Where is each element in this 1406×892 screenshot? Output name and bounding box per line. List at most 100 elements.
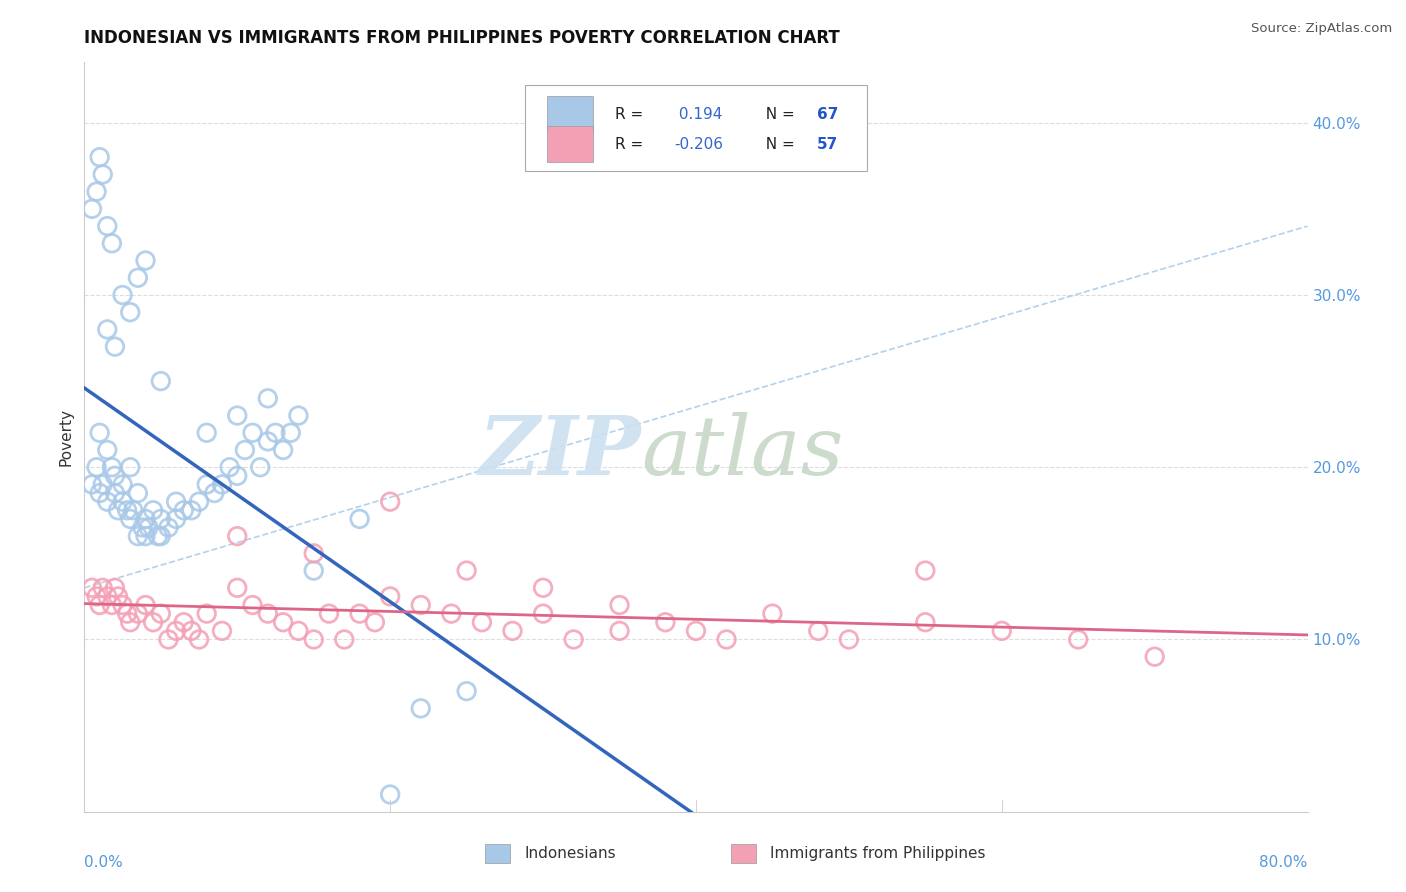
Point (101, 236, 124, 251)
Point (349, 607, 371, 621)
Text: INDONESIAN VS IMMIGRANTS FROM PHILIPPINES POVERTY CORRELATION CHART: INDONESIAN VS IMMIGRANTS FROM PHILIPPINE… (84, 29, 841, 47)
Point (111, 288, 134, 302)
Point (122, 503, 145, 517)
Text: 0.0%: 0.0% (84, 855, 124, 870)
Point (86, 185, 108, 199)
Point (165, 624, 187, 638)
Point (226, 581, 249, 595)
Text: atlas: atlas (641, 412, 844, 492)
Point (914, 615, 936, 630)
Point (264, 425, 287, 440)
Point (149, 374, 172, 388)
Point (409, 701, 432, 715)
Point (135, 529, 157, 543)
Point (101, 598, 124, 612)
Point (149, 607, 172, 621)
Text: 67: 67 (817, 107, 838, 121)
Point (280, 425, 302, 440)
Point (180, 624, 202, 638)
Point (127, 270, 149, 285)
Point (135, 598, 157, 612)
Point (135, 512, 157, 526)
Point (115, 607, 138, 621)
Point (146, 529, 169, 543)
Point (120, 615, 142, 630)
Point (111, 598, 134, 612)
Point (86, 590, 108, 604)
Point (91, 168, 114, 182)
Point (195, 425, 218, 440)
Point (302, 564, 325, 578)
Point (456, 564, 478, 578)
Point (165, 512, 187, 526)
Text: N =: N = (756, 136, 800, 152)
Point (165, 494, 187, 508)
Point (271, 442, 294, 457)
Point (188, 632, 211, 647)
Point (80, 202, 103, 216)
Point (562, 632, 585, 647)
Text: R =: R = (616, 107, 648, 121)
Point (716, 632, 738, 647)
Point (127, 607, 149, 621)
Point (120, 305, 142, 319)
Point (142, 615, 165, 630)
Point (502, 624, 524, 638)
Point (180, 503, 202, 517)
Point (89, 598, 111, 612)
Point (287, 409, 309, 423)
Y-axis label: Poverty: Poverty (58, 408, 73, 467)
Point (211, 624, 233, 638)
Point (149, 512, 172, 526)
Point (1067, 632, 1090, 647)
Point (807, 624, 830, 638)
Point (138, 520, 160, 534)
Point (249, 460, 271, 475)
Text: -0.206: -0.206 (673, 136, 723, 152)
Point (364, 615, 387, 630)
Point (609, 598, 631, 612)
Point (242, 598, 264, 612)
Point (456, 684, 478, 698)
FancyBboxPatch shape (547, 96, 593, 132)
Point (380, 788, 402, 802)
Point (531, 607, 554, 621)
Point (226, 468, 249, 483)
Point (195, 607, 218, 621)
Text: 80.0%: 80.0% (1260, 855, 1308, 870)
Point (89, 150, 111, 164)
Point (127, 486, 149, 500)
Text: R =: R = (616, 136, 648, 152)
Point (111, 477, 134, 491)
Point (120, 460, 142, 475)
Point (111, 494, 134, 508)
Point (302, 632, 325, 647)
FancyBboxPatch shape (524, 85, 868, 171)
Point (380, 494, 402, 508)
Point (302, 546, 325, 560)
Point (96, 219, 118, 233)
Point (107, 503, 129, 517)
Point (120, 512, 142, 526)
Point (654, 615, 676, 630)
Point (271, 615, 294, 630)
Text: ZIP: ZIP (478, 412, 641, 492)
Point (287, 624, 309, 638)
Text: Immigrants from Philippines: Immigrants from Philippines (770, 847, 986, 861)
Point (233, 442, 256, 457)
Point (380, 590, 402, 604)
Point (104, 486, 127, 500)
Point (471, 615, 494, 630)
Text: N =: N = (756, 107, 800, 121)
Point (86, 460, 108, 475)
Point (91, 477, 114, 491)
Point (89, 425, 111, 440)
Text: Indonesians: Indonesians (524, 847, 616, 861)
Point (195, 477, 218, 491)
Point (107, 590, 129, 604)
Point (142, 503, 165, 517)
Point (318, 607, 340, 621)
FancyBboxPatch shape (547, 126, 593, 162)
Point (96, 442, 118, 457)
Point (914, 564, 936, 578)
